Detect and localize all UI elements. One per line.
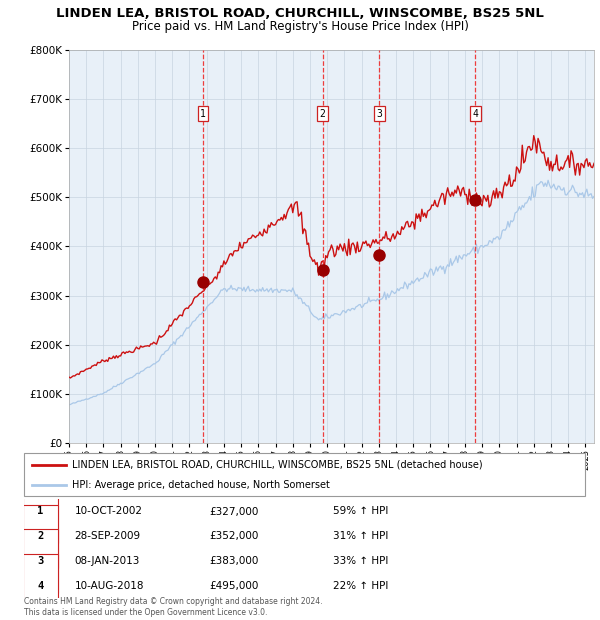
- Text: 4: 4: [37, 581, 43, 591]
- Text: 10-AUG-2018: 10-AUG-2018: [74, 581, 144, 591]
- FancyBboxPatch shape: [23, 529, 58, 593]
- Text: 10-OCT-2002: 10-OCT-2002: [74, 507, 142, 516]
- Text: 28-SEP-2009: 28-SEP-2009: [74, 531, 140, 541]
- Text: LINDEN LEA, BRISTOL ROAD, CHURCHILL, WINSCOMBE, BS25 5NL (detached house): LINDEN LEA, BRISTOL ROAD, CHURCHILL, WIN…: [71, 460, 482, 470]
- Text: 08-JAN-2013: 08-JAN-2013: [74, 556, 140, 566]
- Text: 59% ↑ HPI: 59% ↑ HPI: [332, 507, 388, 516]
- Text: 4: 4: [472, 108, 478, 118]
- FancyBboxPatch shape: [24, 453, 585, 496]
- Text: 1: 1: [37, 507, 43, 516]
- FancyBboxPatch shape: [23, 505, 58, 568]
- Text: 2: 2: [320, 108, 326, 118]
- Text: £352,000: £352,000: [209, 531, 259, 541]
- FancyBboxPatch shape: [23, 480, 58, 543]
- Text: LINDEN LEA, BRISTOL ROAD, CHURCHILL, WINSCOMBE, BS25 5NL: LINDEN LEA, BRISTOL ROAD, CHURCHILL, WIN…: [56, 7, 544, 20]
- Text: £383,000: £383,000: [209, 556, 259, 566]
- Text: 3: 3: [37, 556, 43, 566]
- Text: Contains HM Land Registry data © Crown copyright and database right 2024.
This d: Contains HM Land Registry data © Crown c…: [24, 598, 323, 617]
- Text: 31% ↑ HPI: 31% ↑ HPI: [332, 531, 388, 541]
- Text: 3: 3: [376, 108, 382, 118]
- Text: HPI: Average price, detached house, North Somerset: HPI: Average price, detached house, Nort…: [71, 480, 329, 490]
- Text: 33% ↑ HPI: 33% ↑ HPI: [332, 556, 388, 566]
- Text: 22% ↑ HPI: 22% ↑ HPI: [332, 581, 388, 591]
- Text: Price paid vs. HM Land Registry's House Price Index (HPI): Price paid vs. HM Land Registry's House …: [131, 20, 469, 33]
- Text: £495,000: £495,000: [209, 581, 259, 591]
- Text: £327,000: £327,000: [209, 507, 259, 516]
- Text: 2: 2: [37, 531, 43, 541]
- FancyBboxPatch shape: [23, 554, 58, 618]
- Text: 1: 1: [200, 108, 206, 118]
